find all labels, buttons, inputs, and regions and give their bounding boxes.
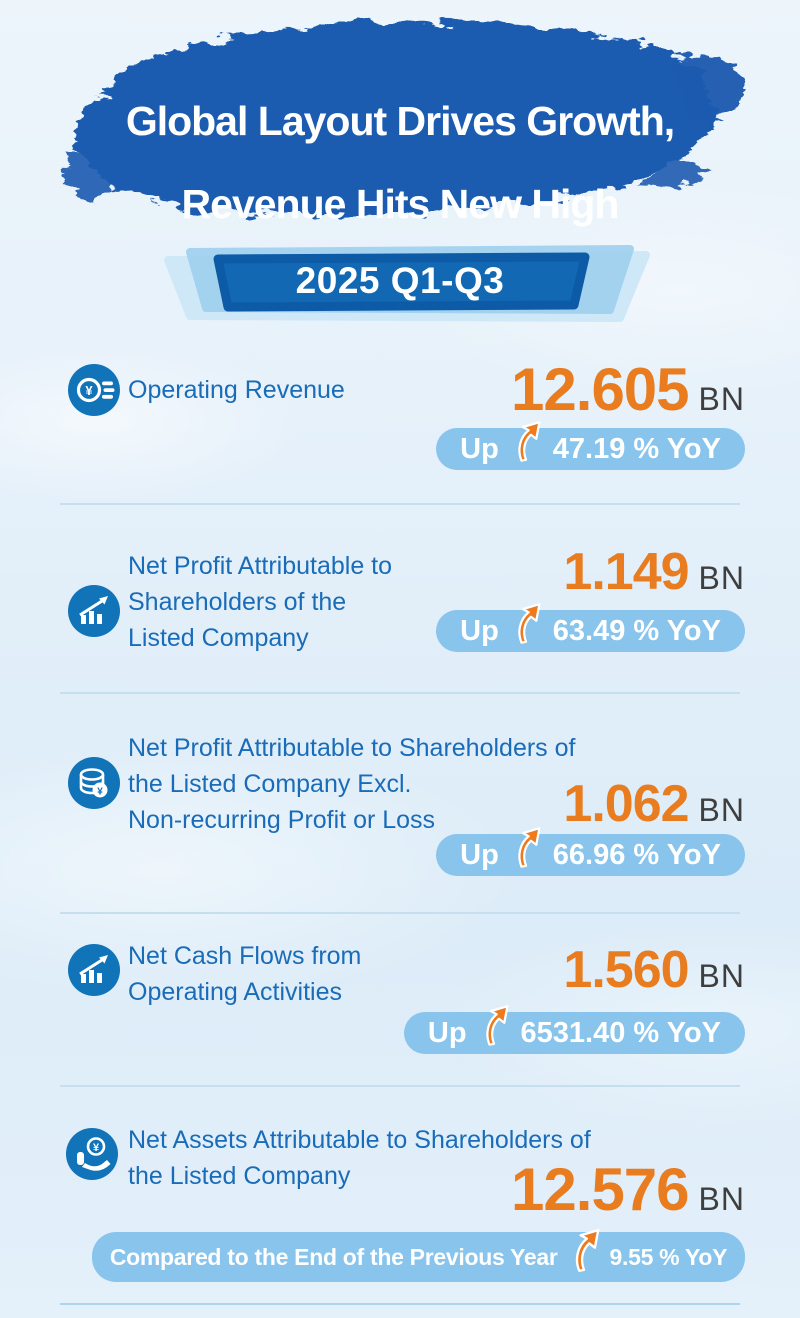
metric-label-line: Non-recurring Profit or Loss bbox=[128, 806, 436, 834]
change-badge: Up 66.96 % YoY bbox=[436, 827, 745, 876]
metric-label-line: Net Cash Flows from bbox=[128, 942, 362, 970]
page-title-line2: Revenue Hits New High bbox=[181, 181, 620, 227]
change-text: 66.96 % YoY bbox=[552, 838, 721, 871]
metric-label-line: Operating Revenue bbox=[128, 376, 345, 404]
metric-value-net-assets: 12.576 BN bbox=[511, 1158, 745, 1222]
svg-text:¥: ¥ bbox=[97, 787, 103, 798]
up-arrow-icon bbox=[575, 1228, 599, 1273]
page-title: Global Layout Drives Growth, Revenue Hit… bbox=[0, 80, 800, 246]
change-text: 47.19 % YoY bbox=[552, 432, 721, 465]
change-badge: Up 47.19 % YoY bbox=[436, 421, 745, 470]
metric-unit: BN bbox=[698, 792, 745, 828]
metric-value-net-profit: 1.149 BN bbox=[563, 544, 745, 600]
coin-stack-icon: ¥ bbox=[68, 757, 120, 809]
section-divider bbox=[60, 503, 740, 505]
change-badge: Up 63.49 % YoY bbox=[436, 603, 745, 652]
header-brush-stroke bbox=[36, 6, 768, 244]
page-title-line1: Global Layout Drives Growth, bbox=[125, 98, 675, 144]
metric-label-net-profit-excl: Net Profit Attributable to Shareholders … bbox=[128, 730, 575, 838]
metric-label-net-assets: Net Assets Attributable to Shareholders … bbox=[128, 1122, 591, 1194]
hand-coin-icon: ¥ bbox=[66, 1128, 118, 1180]
section-divider bbox=[60, 692, 740, 694]
change-text: 63.49 % YoY bbox=[552, 614, 721, 647]
period-banner-label: 2025 Q1-Q3 bbox=[295, 260, 505, 301]
svg-text:¥: ¥ bbox=[93, 1142, 100, 1154]
metric-value: 12.576 bbox=[511, 1156, 690, 1223]
metric-label-line: Operating Activities bbox=[128, 978, 342, 1006]
up-arrow-icon bbox=[518, 827, 541, 868]
change-prefix: Up bbox=[460, 838, 499, 871]
metric-unit: BN bbox=[698, 560, 745, 596]
bar-chart-trend-icon bbox=[68, 944, 120, 996]
metric-label-line: Net Assets Attributable to Shareholders … bbox=[128, 1126, 591, 1154]
change-prefix: Up bbox=[460, 614, 499, 647]
change-badge: Up 6531.40 % YoY bbox=[403, 1005, 745, 1054]
change-prefix: Up bbox=[427, 1016, 467, 1049]
metric-label-line: Shareholders of the bbox=[128, 588, 347, 616]
period-banner-shape bbox=[164, 245, 650, 322]
metric-unit: BN bbox=[698, 1181, 745, 1217]
up-arrow-icon bbox=[518, 421, 541, 462]
change-text: 6531.40 % YoY bbox=[520, 1016, 721, 1049]
metric-value: 1.062 bbox=[563, 775, 689, 833]
metric-label-operating-revenue: Operating Revenue bbox=[128, 372, 345, 408]
metric-value: 1.560 bbox=[563, 941, 689, 999]
section-divider bbox=[60, 1085, 740, 1087]
up-arrow-icon bbox=[518, 603, 541, 644]
change-badge: Compared to the End of the Previous Year… bbox=[92, 1228, 745, 1282]
bar-chart-trend-icon bbox=[68, 585, 120, 637]
metric-label-line: the Listed Company Excl. bbox=[128, 770, 412, 798]
change-text: 9.55 % YoY bbox=[609, 1243, 728, 1270]
metric-unit: BN bbox=[698, 958, 745, 994]
metric-unit: BN bbox=[698, 381, 745, 417]
metric-label-line: Net Profit Attributable to Shareholders … bbox=[128, 734, 576, 762]
metric-value: 12.605 bbox=[511, 356, 690, 423]
metric-value-net-cash-flows: 1.560 BN bbox=[563, 942, 745, 998]
metric-label-line: Net Profit Attributable to bbox=[128, 552, 393, 580]
section-divider bbox=[60, 1303, 740, 1305]
change-prefix: Up bbox=[460, 432, 499, 465]
metric-value-operating-revenue: 12.605 BN bbox=[511, 358, 745, 422]
metric-label-net-profit: Net Profit Attributable to Shareholders … bbox=[128, 548, 392, 656]
yen-coin-icon: ¥ bbox=[68, 364, 120, 416]
metric-value: 1.149 bbox=[563, 543, 689, 601]
metric-value-net-profit-excl: 1.062 BN bbox=[563, 776, 745, 832]
up-arrow-icon bbox=[485, 1005, 509, 1046]
metric-label-line: Listed Company bbox=[128, 624, 309, 652]
brush-stroke-graphic bbox=[63, 22, 745, 216]
metric-label-line: the Listed Company bbox=[128, 1162, 351, 1190]
change-prefix: Compared to the End of the Previous Year bbox=[109, 1243, 558, 1270]
svg-text:¥: ¥ bbox=[85, 383, 93, 398]
section-divider bbox=[60, 912, 740, 914]
metric-label-net-cash-flows: Net Cash Flows from Operating Activities bbox=[128, 938, 361, 1010]
